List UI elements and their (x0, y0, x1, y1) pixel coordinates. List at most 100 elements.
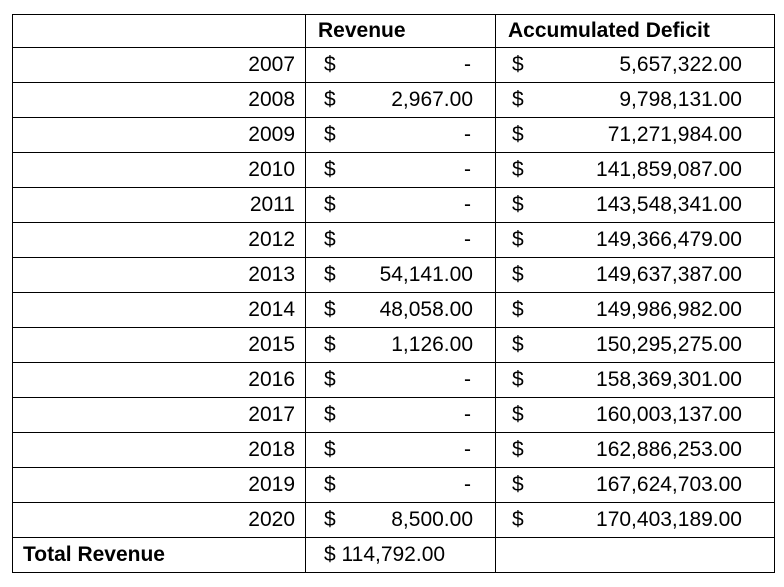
deficit-cell: $ 150,295,275.00 (495, 327, 775, 363)
deficit-amount: 141,859,087.00 (596, 158, 742, 181)
revenue-amount: - (464, 53, 471, 76)
year-cell: 2018 (12, 432, 306, 468)
currency-symbol: $ (324, 403, 336, 426)
deficit-cell: $ 162,886,253.00 (495, 432, 775, 468)
table-row: 2014 $ 48,058.00 $ 149,986,982.00 (12, 292, 775, 328)
header-year-cell (12, 14, 306, 48)
deficit-cell: $ 149,986,982.00 (495, 292, 775, 328)
year-cell: 2011 (12, 187, 306, 223)
revenue-amount: - (464, 158, 471, 181)
total-revenue-value: $ 114,792.00 (305, 537, 496, 573)
table-row: 2012 $ - $ 149,366,479.00 (12, 222, 775, 258)
deficit-amount: 150,295,275.00 (596, 333, 742, 356)
table-row: 2009 $ - $ 71,271,984.00 (12, 117, 775, 153)
currency-symbol: $ (324, 298, 336, 321)
revenue-amount: - (464, 403, 471, 426)
table-row: 2020 $ 8,500.00 $ 170,403,189.00 (12, 502, 775, 538)
deficit-cell: $ 143,548,341.00 (495, 187, 775, 223)
deficit-cell: $ 158,369,301.00 (495, 362, 775, 398)
revenue-deficit-table: Revenue Accumulated Deficit 2007 $ - $ 5… (12, 14, 775, 573)
revenue-amount: - (464, 473, 471, 496)
currency-symbol: $ (324, 368, 336, 391)
currency-symbol: $ (512, 403, 524, 426)
revenue-cell: $ 1,126.00 (305, 327, 496, 363)
revenue-amount: 8,500.00 (391, 508, 473, 531)
table-row: 2008 $ 2,967.00 $ 9,798,131.00 (12, 82, 775, 118)
header-row: Revenue Accumulated Deficit (12, 14, 775, 48)
deficit-amount: 162,886,253.00 (596, 438, 742, 461)
currency-symbol: $ (324, 193, 336, 216)
currency-symbol: $ (324, 228, 336, 251)
currency-symbol: $ (512, 263, 524, 286)
total-revenue-label: Total Revenue (12, 537, 306, 573)
revenue-cell: $ - (305, 467, 496, 503)
year-cell: 2015 (12, 327, 306, 363)
revenue-cell: $ 2,967.00 (305, 82, 496, 118)
currency-symbol: $ (324, 333, 336, 356)
revenue-cell: $ - (305, 362, 496, 398)
revenue-amount: - (464, 438, 471, 461)
currency-symbol: $ (324, 473, 336, 496)
currency-symbol: $ (512, 333, 524, 356)
deficit-amount: 149,986,982.00 (596, 298, 742, 321)
year-cell: 2010 (12, 152, 306, 188)
currency-symbol: $ (512, 53, 524, 76)
currency-symbol: $ (512, 158, 524, 181)
revenue-cell: $ - (305, 222, 496, 258)
currency-symbol: $ (512, 508, 524, 531)
revenue-cell: $ - (305, 152, 496, 188)
revenue-cell: $ - (305, 397, 496, 433)
deficit-amount: 158,369,301.00 (596, 368, 742, 391)
deficit-amount: 160,003,137.00 (596, 403, 742, 426)
deficit-cell: $ 141,859,087.00 (495, 152, 775, 188)
table-row: 2015 $ 1,126.00 $ 150,295,275.00 (12, 327, 775, 363)
deficit-cell: $ 149,637,387.00 (495, 257, 775, 293)
year-cell: 2019 (12, 467, 306, 503)
year-cell: 2013 (12, 257, 306, 293)
revenue-cell: $ 48,058.00 (305, 292, 496, 328)
deficit-cell: $ 5,657,322.00 (495, 47, 775, 83)
year-cell: 2016 (12, 362, 306, 398)
currency-symbol: $ (324, 158, 336, 181)
year-cell: 2012 (12, 222, 306, 258)
table-row: 2011 $ - $ 143,548,341.00 (12, 187, 775, 223)
currency-symbol: $ (512, 193, 524, 216)
deficit-amount: 9,798,131.00 (619, 88, 742, 111)
deficit-cell: $ 167,624,703.00 (495, 467, 775, 503)
currency-symbol: $ (324, 88, 336, 111)
currency-symbol: $ (324, 123, 336, 146)
deficit-amount: 167,624,703.00 (596, 473, 742, 496)
year-cell: 2007 (12, 47, 306, 83)
revenue-cell: $ 8,500.00 (305, 502, 496, 538)
revenue-cell: $ - (305, 47, 496, 83)
deficit-amount: 170,403,189.00 (596, 508, 742, 531)
deficit-amount: 143,548,341.00 (596, 193, 742, 216)
revenue-amount: - (464, 368, 471, 391)
table-row: 2019 $ - $ 167,624,703.00 (12, 467, 775, 503)
currency-symbol: $ (512, 123, 524, 146)
total-deficit-cell (495, 537, 775, 573)
deficit-amount: 149,637,387.00 (596, 263, 742, 286)
revenue-cell: $ 54,141.00 (305, 257, 496, 293)
total-row: Total Revenue $ 114,792.00 (12, 537, 775, 573)
deficit-cell: $ 71,271,984.00 (495, 117, 775, 153)
year-cell: 2020 (12, 502, 306, 538)
deficit-amount: 5,657,322.00 (619, 53, 742, 76)
revenue-amount: 2,967.00 (391, 88, 473, 111)
currency-symbol: $ (324, 263, 336, 286)
year-cell: 2008 (12, 82, 306, 118)
currency-symbol: $ (324, 438, 336, 461)
deficit-cell: $ 9,798,131.00 (495, 82, 775, 118)
year-cell: 2017 (12, 397, 306, 433)
deficit-amount: 149,366,479.00 (596, 228, 742, 251)
revenue-amount: 1,126.00 (391, 333, 473, 356)
currency-symbol: $ (512, 228, 524, 251)
header-accumulated-deficit: Accumulated Deficit (495, 14, 775, 48)
revenue-amount: 48,058.00 (379, 298, 473, 321)
revenue-amount: - (464, 228, 471, 251)
currency-symbol: $ (512, 473, 524, 496)
revenue-amount: - (464, 193, 471, 216)
table-row: 2007 $ - $ 5,657,322.00 (12, 47, 775, 83)
currency-symbol: $ (512, 368, 524, 391)
deficit-cell: $ 149,366,479.00 (495, 222, 775, 258)
